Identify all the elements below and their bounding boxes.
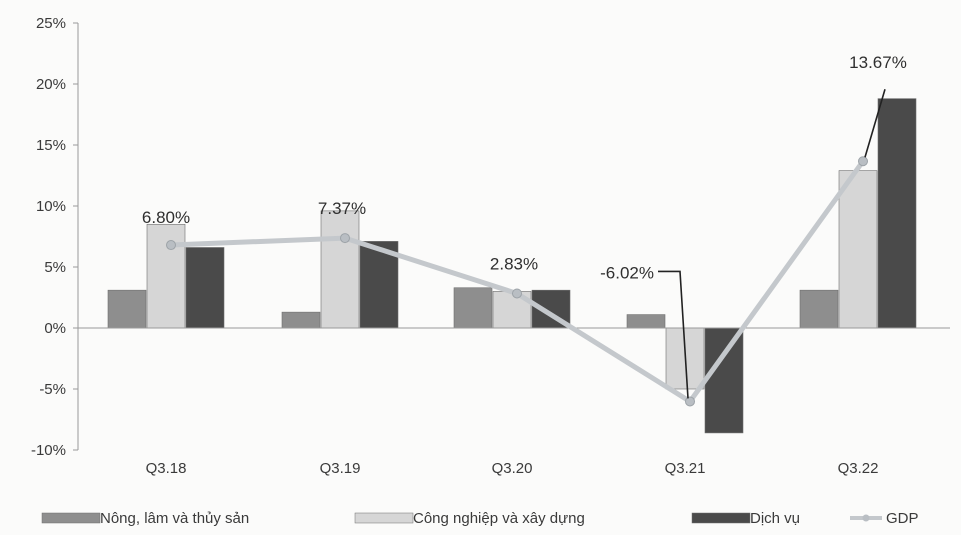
gdp-data-label: 2.83% — [490, 254, 538, 273]
gdp-point — [166, 240, 176, 251]
x-tick-label: Q3.21 — [665, 460, 706, 477]
x-tick-label: Q3.22 — [838, 460, 879, 477]
bar — [799, 289, 839, 329]
gdp-point — [685, 396, 695, 407]
y-tick-label: 25% — [36, 15, 66, 32]
gdp-data-label: 13.67% — [849, 53, 907, 72]
gdp-data-label: -6.02% — [600, 263, 654, 282]
legend-label: Dịch vụ — [750, 510, 800, 527]
bar — [185, 247, 225, 329]
x-tick-label: Q3.18 — [146, 460, 187, 477]
gdp-point — [512, 288, 522, 299]
bar — [320, 210, 360, 329]
bar — [877, 98, 917, 329]
bar — [107, 289, 147, 329]
y-tick-label: 0% — [44, 320, 66, 337]
legend-swatch-marker — [862, 514, 870, 522]
legend-label: GDP — [886, 510, 919, 527]
gdp-leader-line — [658, 270, 689, 399]
bar — [146, 224, 186, 329]
gdp-data-label: 6.80% — [142, 208, 190, 227]
legend-label: Công nghiệp và xây dựng — [413, 510, 585, 527]
bar — [838, 170, 878, 329]
bar — [453, 287, 493, 329]
bar — [704, 327, 744, 434]
x-tick-label: Q3.19 — [320, 460, 361, 477]
legend-swatch — [691, 512, 751, 524]
gdp-point — [340, 233, 350, 244]
legend-label: Nông, lâm và thủy sản — [100, 510, 249, 527]
y-tick-label: -10% — [31, 442, 66, 459]
gdp-line — [168, 158, 866, 404]
y-tick-label: 5% — [44, 259, 66, 276]
gdp-data-label: 7.37% — [318, 199, 366, 218]
legend-swatch — [354, 512, 414, 524]
y-tick-label: 10% — [36, 198, 66, 215]
x-tick-label: Q3.20 — [492, 460, 533, 477]
bar — [626, 314, 666, 329]
y-tick-label: -5% — [39, 381, 66, 398]
bar — [281, 311, 321, 329]
y-tick-label: 20% — [36, 76, 66, 93]
gdp-point — [858, 156, 868, 167]
legend-swatch — [41, 512, 101, 524]
y-tick-label: 15% — [36, 137, 66, 154]
gdp-leader-line — [864, 89, 886, 158]
